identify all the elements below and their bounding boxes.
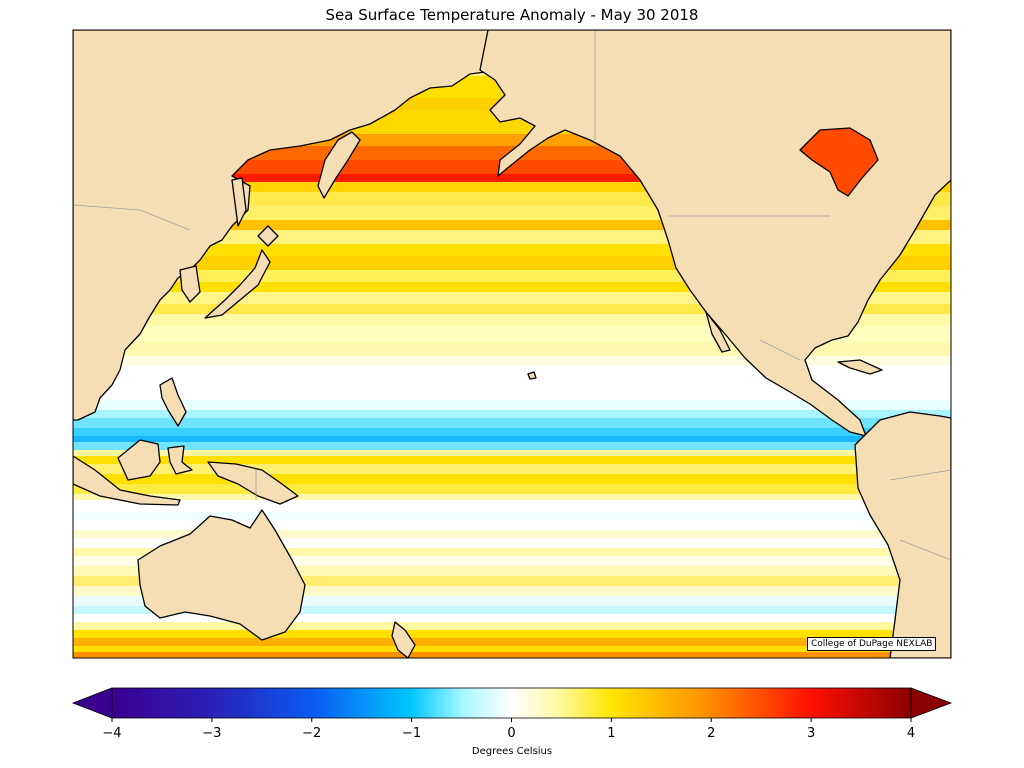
map-title: Sea Surface Temperature Anomaly - May 30…	[325, 6, 699, 24]
colorbar-tick-label: −3	[202, 726, 222, 741]
colorbar-tickmarks	[111, 718, 912, 722]
korea	[179, 265, 201, 303]
land	[73, 30, 951, 658]
south-america	[854, 411, 951, 658]
sakhalin	[231, 177, 247, 227]
new-zealand	[391, 621, 416, 658]
borneo	[117, 439, 161, 481]
colorbar-tick-label: −2	[302, 726, 322, 741]
colorbar-tick-label: 1	[607, 726, 616, 741]
new-guinea	[207, 461, 299, 505]
map-frame	[72, 29, 952, 659]
colorbar-max-arrow	[910, 687, 953, 719]
colorbar-tick-label: −4	[102, 726, 122, 741]
colorbar-gradient	[111, 687, 912, 719]
hokkaido	[257, 225, 279, 247]
colorbar-tick-label: 3	[806, 726, 816, 741]
kamchatka	[317, 131, 361, 199]
credit-box: College of DuPage NEXLAB	[807, 637, 937, 651]
colorbar-tick-label: 0	[507, 726, 516, 741]
country-borders	[73, 30, 951, 561]
asia-landmass	[73, 30, 591, 421]
colorbar-min-arrow	[71, 687, 113, 719]
japan	[204, 249, 271, 319]
colorbar-tick-label: 2	[707, 726, 716, 741]
cuba	[837, 359, 883, 375]
indonesia-west	[73, 455, 181, 506]
australia	[137, 509, 306, 641]
sulawesi	[167, 445, 193, 475]
colorbar-tick-label: 4	[906, 726, 916, 741]
sst-anomaly-map	[72, 29, 952, 659]
baja-california	[705, 311, 731, 353]
colorbar-tick-label: −1	[402, 726, 422, 741]
philippines	[159, 377, 187, 427]
colorbar-label: Degrees Celsius	[471, 746, 553, 757]
hawaii	[527, 371, 537, 380]
hudson-bay	[799, 127, 879, 197]
